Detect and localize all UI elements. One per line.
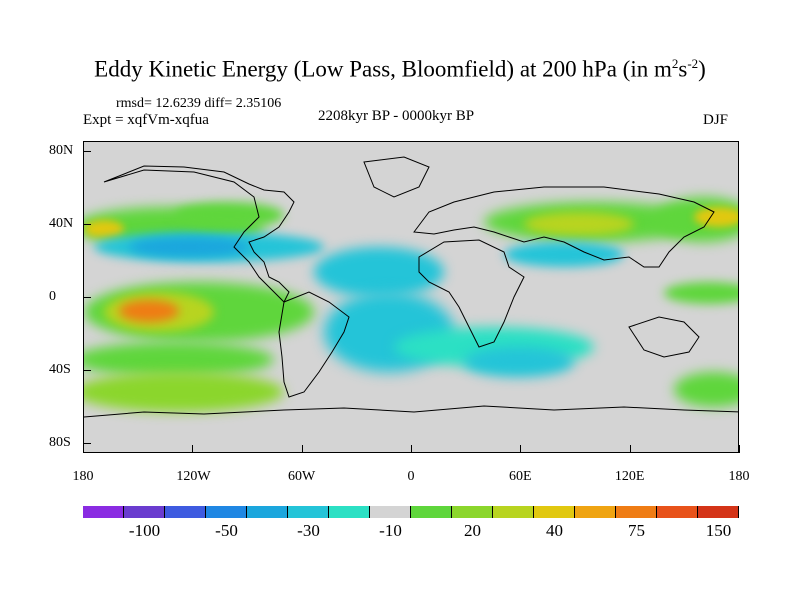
lat-tick [83,151,91,152]
lat-label: 40N [49,216,74,231]
positive-anomaly-core [524,212,634,236]
colorbar-swatch [534,506,575,518]
coastlines [84,156,738,418]
colorbar-swatch [247,506,288,518]
colorbar-swatch [288,506,329,518]
colorbar-swatch [329,506,370,518]
colorbar-label: -30 [297,521,320,540]
lat-label: 80N [49,143,74,158]
colorbar-swatch [698,506,739,518]
colorbar-label: -10 [379,521,402,540]
positive-anomaly-core [694,207,738,227]
plot-title: Eddy Kinetic Energy (Low Pass, Bloomfiel… [94,56,706,82]
lon-tick [301,445,303,453]
lon-label: 120E [614,469,645,484]
colorbar-swatch [165,506,206,518]
lon-label: 60E [509,469,532,484]
lon-tick [629,445,631,453]
colorbar-label: 40 [546,521,563,540]
lat-label: 0 [49,289,56,304]
positive-anomaly-core [84,220,124,238]
positive-anomaly-band [674,372,738,407]
positive-anomaly-band [84,342,274,377]
colorbar-swatch [124,506,165,518]
lat-tick [83,443,91,444]
negative-anomaly-core [129,237,249,257]
lat-label: 40S [49,362,71,377]
lon-tick [411,445,412,453]
time-period-label: 2208kyr BP - 0000kyr BP [318,108,475,124]
lat-tick [83,224,91,225]
colorbar-swatch [206,506,247,518]
colorbar-swatch [411,506,452,518]
colorbar-swatch [575,506,616,518]
lat-tick [83,297,91,298]
lon-label: 0 [407,469,415,484]
colorbar-swatch [452,506,493,518]
colorbar-label: -50 [215,521,238,540]
colorbar-label: 150 [705,521,732,540]
colorbar-swatch [370,506,411,518]
colorbar-swatch [83,506,124,518]
lon-tick [739,445,740,453]
colorbar-label: 75 [628,521,645,540]
lon-label: 60W [288,469,316,484]
lon-label: 180 [72,469,94,484]
colorbar-label: -100 [128,521,161,540]
map-panel [83,141,739,453]
positive-anomaly-band [664,282,738,304]
lon-label: 120W [176,469,211,484]
colorbar-swatch [616,506,657,518]
lon-tick [520,445,522,453]
lon-tick [192,445,194,453]
lat-label: 80S [49,435,71,450]
experiment-label: Expt = xqfVm-xqfua [83,112,209,128]
positive-anomaly-band [84,372,284,412]
lat-tick [83,370,91,371]
positive-anomaly-band [174,202,284,228]
lon-label: 180 [728,469,750,484]
negative-anomaly-band [504,242,624,267]
season-label: DJF [703,112,729,128]
negative-anomaly-band [464,347,574,377]
colorbar-swatch [493,506,534,518]
colorbar-swatch [657,506,698,518]
positive-anomaly-core [119,300,179,322]
lon-tick [83,445,84,453]
rmsd-diff-stats: rmsd= 12.6239 diff= 2.35106 [116,96,282,111]
colorbar-label: 20 [464,521,481,540]
